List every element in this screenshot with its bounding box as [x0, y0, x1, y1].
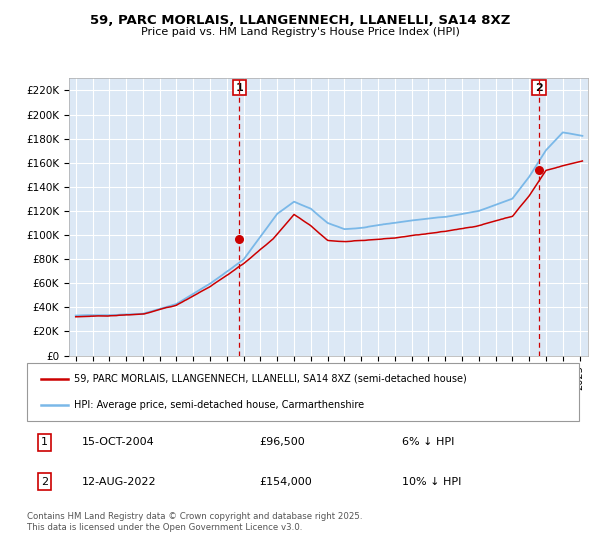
- Text: Price paid vs. HM Land Registry's House Price Index (HPI): Price paid vs. HM Land Registry's House …: [140, 27, 460, 37]
- Text: £96,500: £96,500: [259, 437, 305, 447]
- Text: HPI: Average price, semi-detached house, Carmarthenshire: HPI: Average price, semi-detached house,…: [74, 400, 364, 410]
- Point: [534, 166, 544, 175]
- Text: 12-AUG-2022: 12-AUG-2022: [82, 477, 157, 487]
- Text: 59, PARC MORLAIS, LLANGENNECH, LLANELLI, SA14 8XZ (semi-detached house): 59, PARC MORLAIS, LLANGENNECH, LLANELLI,…: [74, 374, 467, 384]
- Text: 2: 2: [535, 82, 543, 92]
- Text: 1: 1: [236, 82, 244, 92]
- Point: [235, 235, 244, 244]
- Text: Contains HM Land Registry data © Crown copyright and database right 2025.
This d: Contains HM Land Registry data © Crown c…: [27, 512, 362, 532]
- Text: 1: 1: [41, 437, 48, 447]
- Text: 6% ↓ HPI: 6% ↓ HPI: [403, 437, 455, 447]
- Text: 15-OCT-2004: 15-OCT-2004: [82, 437, 155, 447]
- Text: 59, PARC MORLAIS, LLANGENNECH, LLANELLI, SA14 8XZ: 59, PARC MORLAIS, LLANGENNECH, LLANELLI,…: [90, 14, 510, 27]
- Text: 2: 2: [41, 477, 48, 487]
- Text: 10% ↓ HPI: 10% ↓ HPI: [403, 477, 462, 487]
- FancyBboxPatch shape: [27, 363, 579, 421]
- Text: £154,000: £154,000: [259, 477, 311, 487]
